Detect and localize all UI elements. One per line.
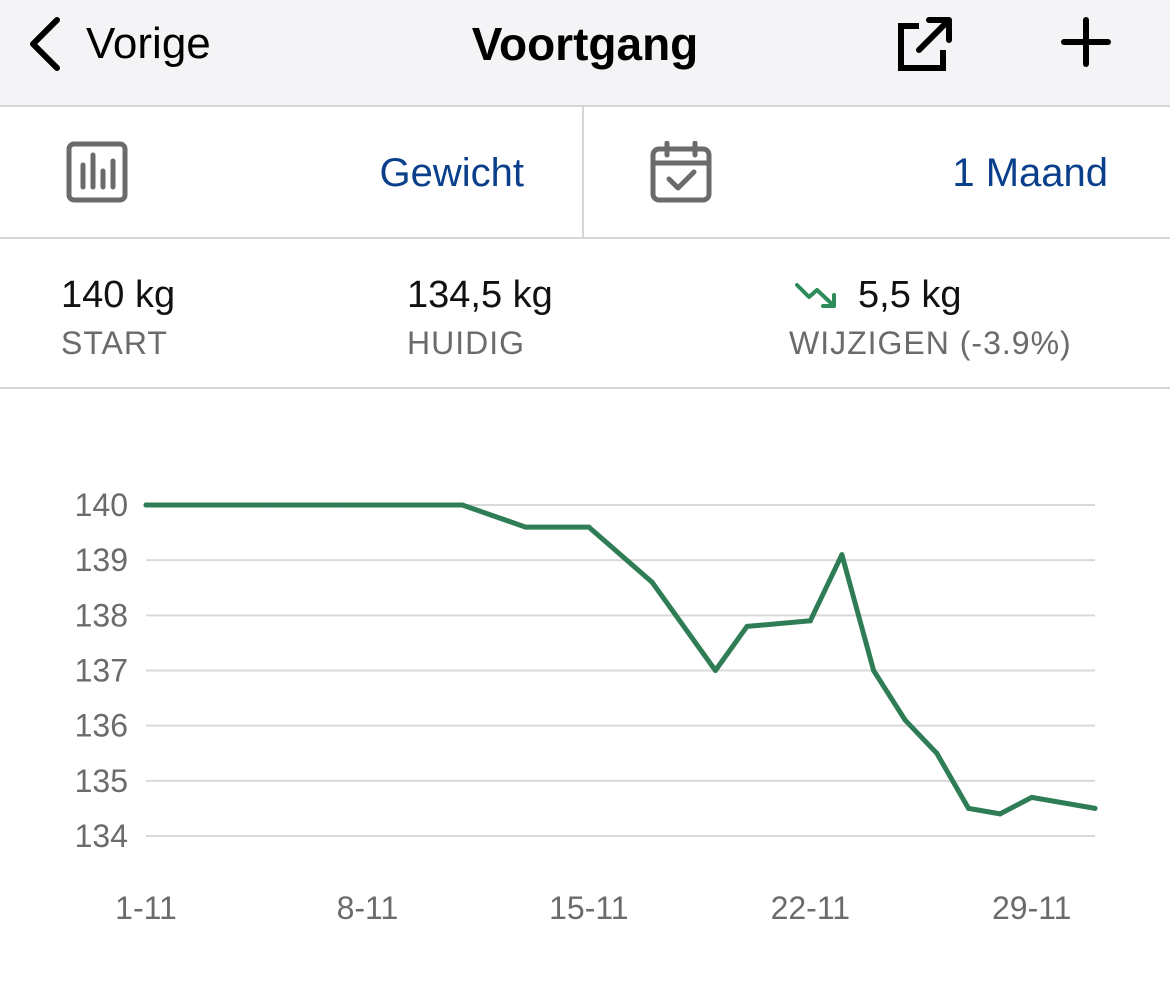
y-tick-label: 139 [75,542,128,578]
weight-chart: 134 135 136 137 138 139 140 1-11 8-11 15-11 22-11… [0,389,1170,986]
x-tick-label: 15-11 [549,890,628,926]
back-label: Vorige [86,19,211,68]
navigation-bar: Vorige Voortgang [0,0,1170,107]
bar-chart-icon [66,141,128,203]
weight-data-point [143,502,149,508]
back-button[interactable]: Vorige [24,14,211,74]
weight-data-point [270,502,276,508]
current-value: 134,5 kg [407,274,553,316]
x-tick-label: 1-11 [115,890,177,926]
stats-row: 140 kg START 134,5 kg HUIDIG 5,5 kg WIJZ… [0,239,1170,389]
y-tick-label: 136 [75,708,128,744]
trend-down-icon [795,283,836,308]
y-tick-label: 137 [75,653,128,689]
y-tick-label: 140 [75,487,128,523]
metric-label: Gewicht [379,151,525,195]
add-button[interactable] [1060,16,1112,73]
divider [582,107,584,237]
weight-data-point [206,502,212,508]
weight-data-point [1092,805,1098,811]
weight-data-point [744,623,750,629]
weight-data-point [997,811,1003,817]
weight-data-point [333,502,339,508]
x-tick-label: 29-11 [992,890,1071,926]
weight-data-point [649,579,655,585]
share-button[interactable] [893,14,955,81]
weight-data-point [1029,794,1035,800]
weight-data-point [902,717,908,723]
x-tick-label: 8-11 [337,890,399,926]
plus-icon [1061,17,1111,67]
period-selector[interactable]: 1 Maand [584,107,1170,237]
share-icon [898,17,952,71]
weight-series-line [143,502,1098,817]
selector-row: Gewicht 1 Maand [0,107,1170,239]
weight-data-point [459,502,465,508]
y-tick-label: 138 [75,597,128,633]
weight-data-point [586,524,592,530]
y-tick-label: 134 [75,818,128,854]
start-label: START [61,325,168,361]
weight-data-point [712,668,718,673]
weight-data-point [807,618,813,624]
weight-data-point [839,552,845,558]
weight-data-point [871,668,877,673]
current-label: HUIDIG [407,325,525,361]
calendar-check-icon [650,141,712,203]
weight-data-point [523,524,529,530]
x-tick-label: 22-11 [771,890,850,926]
period-label: 1 Maand [952,151,1108,195]
metric-selector[interactable]: Gewicht [0,107,582,237]
weight-data-point [965,805,971,811]
change-label: WIJZIGEN (-3.9%) [789,325,1072,361]
weight-chart-svg: 134 135 136 137 138 139 140 1-11 8-11 15-11 22-11… [75,487,1098,926]
start-value: 140 kg [61,274,176,316]
chevron-left-icon [30,17,60,71]
y-tick-label: 135 [75,763,128,799]
weight-data-point [934,750,940,756]
weight-data-point [396,502,402,508]
change-value: 5,5 kg [858,274,962,316]
